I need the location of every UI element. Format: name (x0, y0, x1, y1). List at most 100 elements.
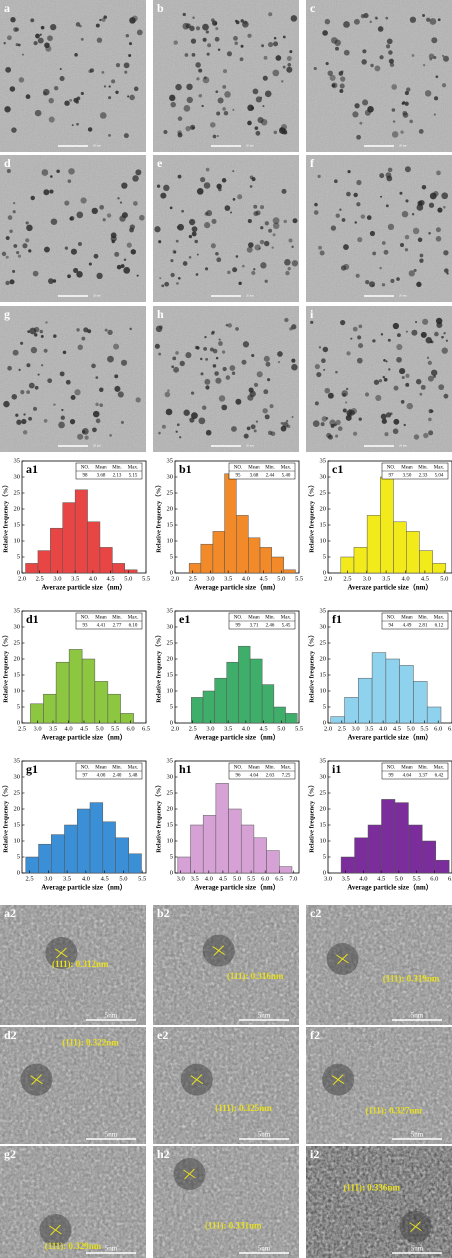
particle (240, 44, 244, 48)
particle (227, 323, 233, 328)
particle (74, 389, 81, 396)
particle (75, 22, 81, 27)
bar (253, 837, 267, 874)
particle (260, 262, 267, 269)
particle (119, 201, 123, 204)
x-tick-label: 5.5 (295, 725, 303, 732)
y-tick-label: 25 (14, 639, 21, 646)
table-cell: 94 (389, 623, 395, 628)
table-cell: 4.00 (97, 773, 106, 778)
particle (385, 44, 391, 49)
particle (354, 221, 357, 224)
particle (273, 130, 278, 135)
particle (128, 54, 132, 57)
panel-label: d (4, 156, 11, 170)
particle (230, 211, 233, 214)
particle (388, 368, 391, 371)
particle (247, 219, 252, 224)
particle (416, 204, 424, 211)
table-cell: 3.37 (419, 773, 428, 778)
particle (316, 371, 322, 378)
particle (408, 270, 415, 277)
particle (416, 281, 422, 288)
particle (211, 218, 217, 224)
y-tick-label: 20 (167, 505, 174, 512)
particle (210, 243, 216, 249)
x-tick-label: 4.5 (260, 725, 268, 732)
particle (397, 333, 401, 338)
particle (409, 16, 417, 23)
particle (270, 431, 276, 437)
particle (369, 20, 372, 24)
particle (360, 13, 365, 19)
particle (176, 281, 179, 285)
particle (335, 434, 339, 438)
y-tick-label: 30 (167, 473, 174, 480)
particle (401, 101, 405, 105)
x-tick-label: 5.0 (277, 725, 285, 732)
particle (358, 417, 362, 421)
bar (228, 808, 242, 874)
panel-label: c (310, 1, 316, 15)
table-cell: 5.40 (282, 473, 291, 478)
particle (369, 230, 376, 237)
particle (399, 367, 406, 375)
panel-label: h (157, 307, 164, 321)
x-tick-label: 5.5 (247, 875, 255, 882)
y-tick-label: 10 (167, 537, 174, 544)
particle (224, 91, 231, 98)
y-tick-label: 25 (14, 789, 21, 796)
x-tick-label: 5.0 (119, 875, 127, 882)
particle (441, 83, 447, 88)
particle (44, 42, 50, 49)
bar (115, 837, 129, 874)
bar (37, 550, 51, 574)
particle (201, 104, 204, 108)
table-header: Mean (401, 765, 413, 770)
particle (243, 433, 249, 439)
particle (340, 76, 346, 82)
particle (35, 33, 40, 39)
particle (109, 434, 112, 437)
particle (356, 179, 362, 186)
particle (6, 169, 11, 174)
particle (353, 192, 358, 198)
y-tick-label: 15 (167, 821, 174, 828)
particle (81, 430, 86, 434)
scale-bar-label: 20 nm (246, 144, 254, 148)
particle (182, 12, 186, 17)
particle (115, 90, 119, 95)
particle (40, 334, 44, 338)
table-cell: 5.04 (435, 473, 444, 478)
particle (339, 83, 345, 89)
particle (215, 27, 219, 31)
particle (243, 20, 248, 25)
particle (196, 77, 200, 81)
particle (443, 250, 449, 256)
x-tick-label: 2.5 (338, 725, 346, 732)
particle (343, 49, 350, 56)
particle (404, 166, 411, 173)
bar (215, 783, 229, 874)
particle (272, 217, 280, 225)
x-tick-label: 4.5 (421, 575, 429, 582)
y-axis-label: Relative frequency（%） (307, 631, 315, 703)
y-tick-label: 5 (170, 703, 173, 710)
particle (111, 79, 116, 84)
particle (327, 70, 333, 76)
particle (124, 70, 128, 74)
particle (396, 277, 400, 281)
particle (49, 189, 54, 194)
x-tick-label: 4.0 (379, 725, 387, 732)
particle (190, 38, 197, 44)
panel-label: e2 (157, 1028, 168, 1042)
bar (43, 693, 57, 724)
particle (9, 229, 13, 233)
particle (340, 319, 346, 326)
particle (283, 219, 287, 224)
particle (73, 267, 79, 274)
particle (433, 191, 439, 197)
particle (392, 322, 400, 330)
table-header: Min. (418, 765, 428, 770)
bar (266, 850, 280, 874)
